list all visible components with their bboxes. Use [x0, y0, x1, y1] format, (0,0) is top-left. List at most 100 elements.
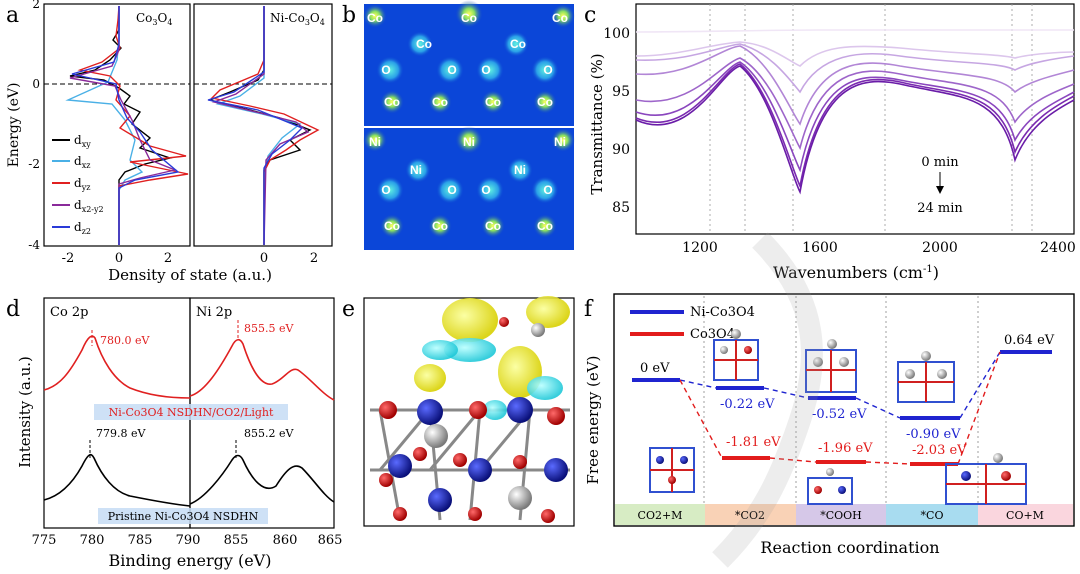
- y-axis-label-c: Transmittance (%): [588, 53, 606, 194]
- y-tick-c-95: 95: [612, 84, 630, 100]
- dos-right-dz2: [207, 6, 304, 245]
- ftir-arrow-head-icon: [936, 186, 944, 194]
- ni-energy-levels: [632, 350, 1052, 420]
- svg-text:Ni: Ni: [514, 163, 526, 177]
- x-tick-a-left-2: 2: [164, 251, 172, 266]
- structure-thumbnails: [649, 329, 1027, 505]
- svg-text:Co: Co: [485, 219, 501, 233]
- svg-text:dx2-y2: dx2-y2: [74, 198, 104, 214]
- svg-text:-1.96 eV: -1.96 eV: [818, 441, 873, 456]
- co-connectors: [679, 351, 1001, 465]
- svg-text:Co: Co: [552, 11, 568, 25]
- svg-text:Co: Co: [384, 95, 400, 109]
- xps-ni-black-peak-value: 855.2 eV: [244, 427, 294, 440]
- svg-text:Co: Co: [461, 11, 477, 25]
- stage-label-3: *COOH: [820, 509, 862, 522]
- svg-text:dxz: dxz: [74, 154, 90, 170]
- x-tick-d-860: 860: [273, 533, 298, 548]
- svg-text:O: O: [381, 183, 390, 197]
- dos-legend: dxy dxz dyz dx2-y2 dz2: [52, 133, 104, 236]
- xps-co-red-spectrum: [43, 335, 191, 399]
- legend-ni-label: Ni-Co3O4: [690, 305, 755, 320]
- watermark-stroke: [712, 232, 823, 568]
- dos-left-dz2: [71, 6, 180, 245]
- svg-text:dz2: dz2: [74, 220, 91, 236]
- svg-text:O: O: [447, 63, 456, 77]
- svg-text:Co: Co: [384, 219, 400, 233]
- stage-band-1: [615, 504, 705, 525]
- dos-right-curves: [207, 6, 320, 246]
- svg-text:Co: Co: [537, 219, 553, 233]
- svg-text:O: O: [381, 63, 390, 77]
- dos-right-title: Ni-Co3O4: [270, 11, 325, 27]
- charge-lobes: [414, 296, 570, 420]
- y-tick-c-90: 90: [612, 142, 630, 158]
- x-tick-d-790: 790: [176, 533, 201, 548]
- ftir-spectra: [635, 29, 1075, 195]
- xps-ni-red-spectrum: [189, 338, 335, 401]
- y-tick-a-m2: -2: [28, 157, 40, 171]
- svg-text:Ni: Ni: [463, 135, 475, 149]
- panel-letter-e: e: [342, 297, 355, 322]
- stage-label-2: *CO2: [735, 509, 765, 522]
- y-axis-label-f: Free energy (eV): [584, 356, 602, 485]
- x-tick-c-1600: 1600: [802, 240, 838, 256]
- x-tick-c-2000: 2000: [922, 240, 958, 256]
- svg-text:-0.52 eV: -0.52 eV: [812, 407, 867, 422]
- svg-text:Co: Co: [367, 11, 383, 25]
- x-tick-a-left-0: 0: [115, 251, 123, 266]
- xps-co-black-peak-value: 779.8 eV: [96, 427, 146, 440]
- svg-text:Co: Co: [432, 95, 448, 109]
- y-tick-a-m4: -4: [28, 238, 40, 252]
- svg-text:Ni: Ni: [410, 163, 422, 177]
- legend-co-label: Co3O4: [690, 327, 735, 342]
- svg-text:-0.22 eV: -0.22 eV: [720, 397, 775, 412]
- co-energy-levels: [722, 456, 958, 466]
- stage-band-5: [978, 504, 1073, 525]
- dos-right-dxz: [215, 6, 302, 245]
- xps-co-red-peak-value: 780.0 eV: [100, 334, 150, 347]
- y-tick-c-100: 100: [603, 26, 630, 42]
- dos-right-dyz: [210, 6, 320, 245]
- dos-right-dx2y2: [211, 6, 310, 246]
- x-axis-label-a: Density of state (a.u.): [108, 266, 272, 284]
- stage-label-4: *CO: [921, 509, 944, 522]
- svg-text:0 eV: 0 eV: [640, 361, 670, 376]
- stage-label-1: CO2+M: [638, 509, 683, 522]
- x-tick-d-865: 865: [318, 533, 343, 548]
- panel-letter-a: a: [6, 3, 19, 28]
- x-tick-d-780: 780: [80, 533, 105, 548]
- x-tick-d-775: 775: [32, 533, 57, 548]
- co-energy-values: -1.81 eV -1.96 eV -2.03 eV: [726, 435, 967, 458]
- dos-left-title: Co3O4: [136, 11, 172, 27]
- xps-ni-red-peak-value: 855.5 eV: [244, 322, 294, 335]
- x-tick-d-785: 785: [128, 533, 153, 548]
- charge-density-glows: [363, 0, 575, 238]
- ftir-frame: [635, 3, 1075, 235]
- ni-energy-values: 0 eV -0.22 eV -0.52 eV -0.90 eV 0.64 eV: [640, 333, 1055, 442]
- svg-text:dyz: dyz: [74, 176, 90, 192]
- charge-density-top-labels: Co Co Co Co Co O O O O Co Co Co Co: [367, 11, 568, 109]
- panel-letter-b: b: [342, 3, 356, 28]
- svg-text:-2.03 eV: -2.03 eV: [912, 443, 967, 458]
- panel-b: b Co Co Co Co Co O O O O Co Co Co Co: [342, 0, 575, 250]
- panel-e: e: [342, 296, 575, 527]
- x-axis-label-f: Reaction coordination: [760, 538, 939, 557]
- xps-light-label-bg: [94, 404, 288, 420]
- xps-pristine-label-bg: [98, 508, 268, 524]
- x-tick-a-right-2: 2: [310, 251, 318, 266]
- svg-text:-1.81 eV: -1.81 eV: [726, 435, 781, 450]
- x-tick-d-855: 855: [224, 533, 249, 548]
- svg-text:0.64 eV: 0.64 eV: [1004, 333, 1055, 348]
- svg-text:O: O: [481, 183, 490, 197]
- svg-text:O: O: [543, 63, 552, 77]
- xps-co-black-spectrum: [43, 453, 191, 507]
- xps-ni-title: Ni 2p: [196, 305, 232, 320]
- dos-left-curves: [65, 5, 189, 245]
- panel-f: f Free energy (eV) Reaction coordination…: [584, 293, 1075, 557]
- svg-text:Co: Co: [537, 95, 553, 109]
- svg-text:O: O: [543, 183, 552, 197]
- y-axis-label-a: Energy (eV): [6, 83, 22, 168]
- x-axis-label-c: Wavenumbers (cm-1): [773, 263, 939, 282]
